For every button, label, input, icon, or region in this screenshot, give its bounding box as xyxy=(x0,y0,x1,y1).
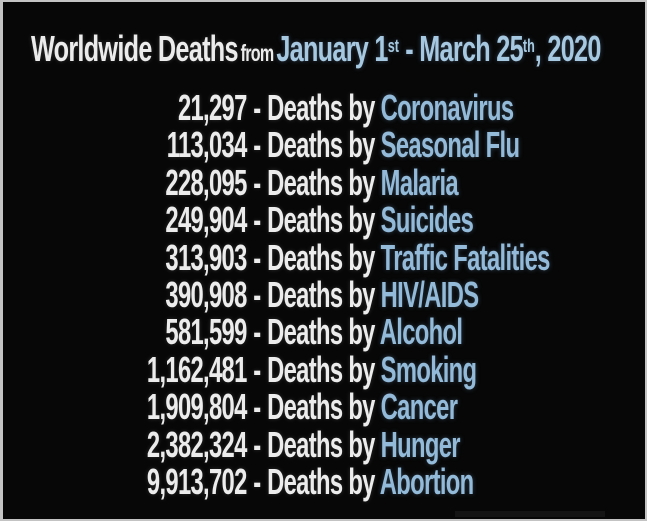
death-count: 1,909,804 xyxy=(146,386,247,428)
deaths-by-label: Deaths by xyxy=(267,87,381,128)
separator-dash: - xyxy=(253,348,261,390)
artifact-smudge xyxy=(455,511,605,517)
death-stats-list: 21,297- Deaths by Coronavirus 113,034- Dea… xyxy=(108,87,550,503)
deaths-by-label: Deaths by xyxy=(267,386,381,428)
death-stat-row: 581,599- Deaths by Alcohol xyxy=(108,311,532,353)
deaths-by-label: Deaths by xyxy=(267,124,381,166)
death-cause: HIV/AIDS xyxy=(380,274,479,316)
death-cause: Suicides xyxy=(380,199,474,241)
deaths-by-label: Deaths by xyxy=(267,274,381,316)
separator-dash: - xyxy=(253,161,261,203)
death-count: 21,297 xyxy=(177,87,247,128)
death-count: 390,908 xyxy=(165,274,247,316)
date-end-ordinal: th xyxy=(522,36,535,56)
date-year: , 2020 xyxy=(534,28,602,69)
death-stat-row: 113,034- Deaths by Seasonal Flu xyxy=(108,124,532,166)
deaths-by-label: Deaths by xyxy=(267,236,381,278)
date-dash: - xyxy=(398,28,420,69)
separator-dash: - xyxy=(253,423,261,465)
deaths-by-label: Deaths by xyxy=(267,199,381,241)
death-cause: Traffic Fatalities xyxy=(380,236,551,278)
separator-dash: - xyxy=(253,386,261,428)
separator-dash: - xyxy=(253,124,261,166)
separator-dash: - xyxy=(253,274,261,316)
deaths-by-label: Deaths by xyxy=(267,311,380,353)
death-cause: Seasonal Flu xyxy=(380,124,520,166)
death-stat-row: 228,095- Deaths by Malaria xyxy=(108,161,532,203)
deaths-by-label: Deaths by xyxy=(267,461,380,503)
death-count: 228,095 xyxy=(165,161,247,203)
death-stat-row: 313,903- Deaths by Traffic Fatalities xyxy=(108,236,550,278)
death-count: 581,599 xyxy=(165,311,247,353)
title-main: Worldwide Deaths xyxy=(31,28,238,69)
separator-dash: - xyxy=(253,461,261,503)
death-count: 113,034 xyxy=(166,124,248,166)
separator-dash: - xyxy=(253,311,261,353)
death-stat-row: 21,297- Deaths by Coronavirus xyxy=(108,87,532,128)
date-start-ordinal: st xyxy=(387,36,399,56)
death-cause: Coronavirus xyxy=(380,87,514,128)
death-count: 249,904 xyxy=(165,199,247,241)
death-stat-row: 9,913,702- Deaths by Abortion xyxy=(108,461,532,503)
date-end: March 25 xyxy=(419,28,523,69)
death-count: 9,913,702 xyxy=(146,461,247,503)
death-cause: Alcohol xyxy=(379,311,463,353)
death-cause: Malaria xyxy=(380,161,459,203)
page-title: Worldwide Deaths fromJanuary 1st - March … xyxy=(31,26,601,73)
death-cause: Cancer xyxy=(380,386,458,428)
title-date-range: January 1st - March 25th, 2020 xyxy=(276,28,602,69)
death-cause: Abortion xyxy=(379,461,474,503)
death-stat-row: 2,382,324- Deaths by Hunger xyxy=(108,423,532,465)
death-stat-row: 249,904- Deaths by Suicides xyxy=(108,199,532,241)
death-count: 313,903 xyxy=(165,236,247,278)
death-cause: Smoking xyxy=(380,348,477,390)
death-stat-row: 1,909,804- Deaths by Cancer xyxy=(108,386,532,428)
death-stat-row: 1,162,481- Deaths by Smoking xyxy=(108,348,532,390)
death-count: 2,382,324 xyxy=(146,423,247,465)
date-start: January 1 xyxy=(276,28,388,69)
death-stat-row: 390,908- Deaths by HIV/AIDS xyxy=(108,274,532,316)
deaths-by-label: Deaths by xyxy=(267,348,381,390)
separator-dash: - xyxy=(253,199,261,241)
death-cause: Hunger xyxy=(380,423,461,465)
deaths-by-label: Deaths by xyxy=(267,423,381,465)
separator-dash: - xyxy=(253,87,261,128)
deaths-by-label: Deaths by xyxy=(267,161,381,203)
death-count: 1,162,481 xyxy=(146,348,247,390)
title-connector: from xyxy=(240,40,275,66)
separator-dash: - xyxy=(253,236,261,278)
